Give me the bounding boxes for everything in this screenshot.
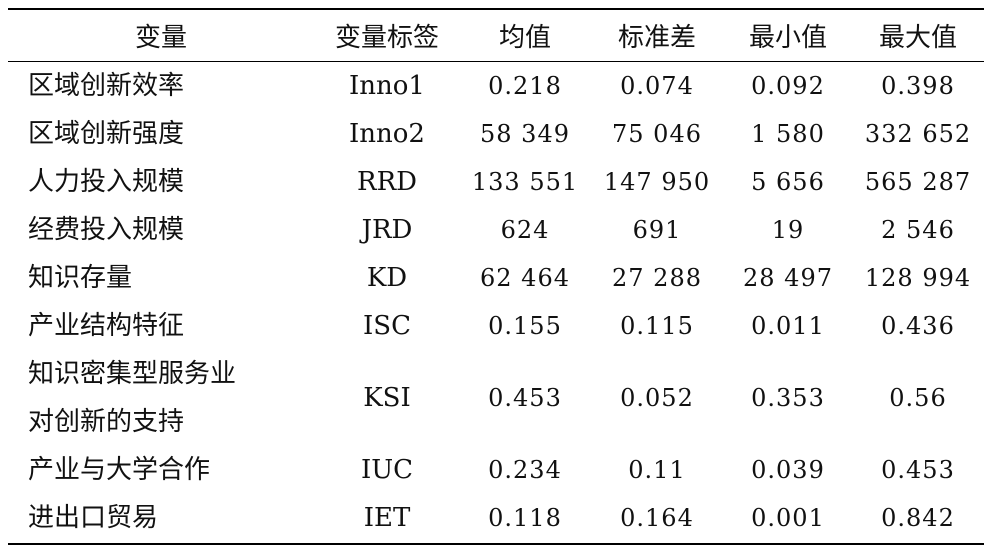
header-cell: 变量标签 — [334, 22, 439, 53]
value-cell: 0.118 — [488, 504, 562, 532]
value-cell: 1 580 — [751, 119, 825, 148]
value-cell: 2 546 — [881, 215, 955, 244]
value-cell: 0.001 — [751, 504, 825, 532]
header-cell: 最大值 — [878, 22, 957, 53]
row-label: 区域创新强度 — [28, 118, 185, 149]
value-cell: 0.353 — [751, 383, 825, 412]
row-label: 产业结构特征 — [28, 310, 185, 341]
row-label: 知识密集型服务业 对创新的支持 — [8, 350, 314, 446]
row-label: 人力投入规模 — [28, 166, 185, 197]
table-body: 区域创新效率 Inno1 0.218 0.074 0.092 0.398 区域创新强度 Inn… — [8, 61, 984, 544]
table-row: 知识存量 KD 62 464 27 288 28 497 128 994 — [8, 254, 984, 302]
header-cell: 最小值 — [748, 22, 827, 53]
value-cell: 0.56 — [889, 383, 947, 412]
value-cell: 0.11 — [628, 455, 686, 484]
row-label: 进出口贸易 — [28, 503, 159, 533]
row-label: 区域创新效率 — [28, 70, 185, 101]
var-code: RRD — [357, 166, 417, 197]
value-cell: 565 287 — [864, 167, 972, 196]
value-cell: 62 464 — [480, 263, 570, 292]
table-row: 进出口贸易 IET 0.118 0.164 0.001 0.842 — [8, 494, 984, 544]
table-row: 经费投入规模 JRD 624 691 19 2 546 — [8, 206, 984, 254]
table-row: 人力投入规模 RRD 133 551 147 950 5 656 565 287 — [8, 158, 984, 206]
label-line: 知识密集型服务业 — [28, 358, 237, 389]
value-cell: 0.092 — [751, 71, 825, 100]
value-cell: 19 — [771, 215, 805, 244]
table-row: 产业与大学合作 IUC 0.234 0.11 0.039 0.453 — [8, 446, 984, 494]
row-label: 经费投入规模 — [28, 214, 185, 245]
value-cell: 0.052 — [620, 383, 694, 412]
var-code: KD — [366, 262, 408, 293]
value-cell: 58 349 — [480, 119, 570, 148]
value-cell: 75 046 — [612, 119, 702, 148]
value-cell: 691 — [632, 215, 682, 244]
row-label: 知识存量 — [28, 262, 133, 293]
var-code: Inno1 — [349, 70, 425, 101]
table-row: 知识密集型服务业 对创新的支持 KSI 0.453 0.052 0.353 0.56 — [8, 350, 984, 446]
value-cell: 128 994 — [864, 263, 972, 292]
value-cell: 133 551 — [471, 167, 579, 196]
page: {"table": { "header": ["变量", "变量标签", "均值… — [8, 9, 984, 544]
header-row: 变量 变量标签 均值 标准差 最小值 最大值 — [8, 9, 984, 61]
label-line: 对创新的支持 — [28, 406, 185, 437]
value-cell: 27 288 — [612, 263, 702, 292]
value-cell: 28 497 — [743, 263, 833, 292]
table-row: 产业结构特征 ISC 0.155 0.115 0.011 0.436 — [8, 302, 984, 350]
value-cell: 0.842 — [881, 504, 955, 532]
table-row: 区域创新效率 Inno1 0.218 0.074 0.092 0.398 — [8, 61, 984, 110]
value-cell: 0.234 — [488, 455, 562, 484]
var-code: ISC — [363, 310, 411, 341]
table-row: 区域创新强度 Inno2 58 349 75 046 1 580 332 652 — [8, 110, 984, 158]
value-cell: 0.155 — [488, 311, 562, 340]
value-cell: 332 652 — [864, 119, 972, 148]
var-code: IUC — [360, 454, 414, 485]
var-code: KSI — [363, 382, 411, 413]
var-code: IET — [363, 503, 411, 533]
value-cell: 0.436 — [881, 311, 955, 340]
data-table: 变量 变量标签 均值 标准差 最小值 最大值 区域创新效率 Inno1 0.218 0.074 0… — [8, 8, 984, 545]
row-label: 产业与大学合作 — [28, 454, 211, 485]
value-cell: 0.218 — [488, 71, 562, 100]
header-cell: 标准差 — [617, 22, 696, 53]
value-cell: 0.039 — [751, 455, 825, 484]
value-cell: 147 950 — [603, 167, 711, 196]
value-cell: 0.164 — [620, 504, 694, 532]
value-cell: 0.011 — [751, 311, 825, 340]
value-cell: 0.115 — [620, 311, 694, 340]
value-cell: 0.398 — [881, 71, 955, 100]
value-cell: 0.453 — [488, 383, 562, 412]
value-cell: 5 656 — [751, 167, 825, 196]
value-cell: 0.074 — [620, 71, 694, 100]
var-code: JRD — [361, 214, 413, 245]
value-cell: 624 — [500, 215, 550, 244]
header-cell: 均值 — [498, 22, 551, 53]
header-cell: 变量 — [134, 22, 187, 53]
var-code: Inno2 — [349, 118, 425, 149]
value-cell: 0.453 — [881, 455, 955, 484]
